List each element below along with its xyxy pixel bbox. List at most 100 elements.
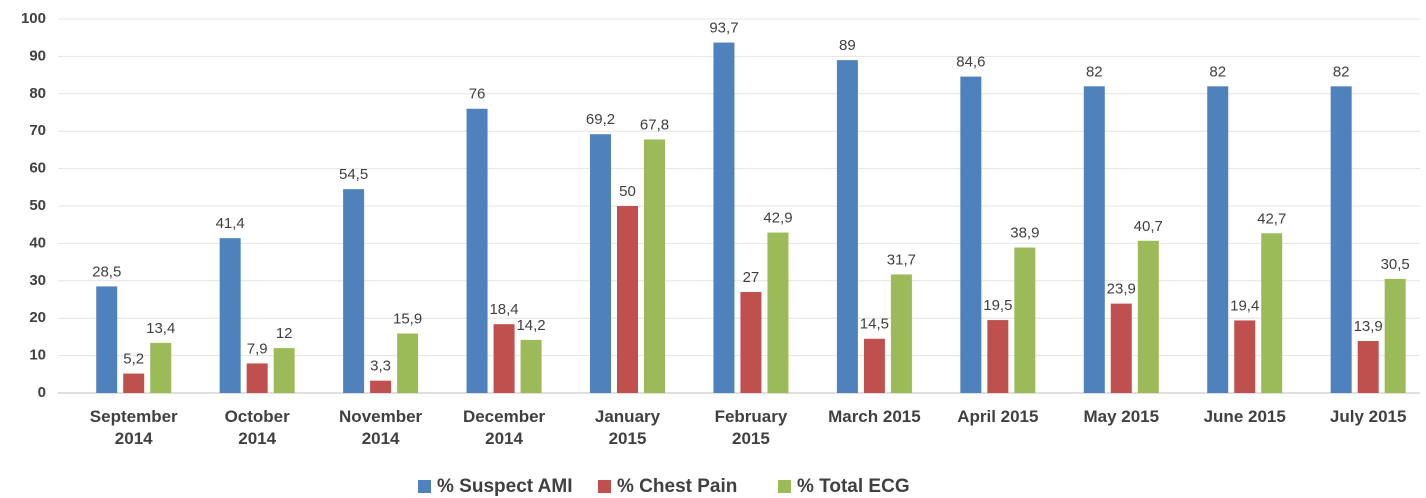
bar bbox=[493, 324, 515, 393]
bar bbox=[836, 60, 858, 393]
bar bbox=[96, 286, 118, 393]
x-tick-label: June 2015 bbox=[1203, 407, 1286, 426]
x-tick-label-box: February 2015 bbox=[714, 407, 788, 448]
data-label: 89 bbox=[839, 37, 856, 54]
y-tick-label: 90 bbox=[29, 47, 46, 64]
x-tick-label-box: April 2015 bbox=[957, 407, 1039, 426]
data-label: 93,7 bbox=[709, 20, 738, 37]
x-tick-label-box: October 2014 bbox=[224, 407, 290, 448]
bar bbox=[219, 238, 241, 393]
data-label: 18,4 bbox=[489, 301, 518, 318]
data-label: 14,5 bbox=[860, 316, 889, 333]
bar bbox=[644, 139, 666, 393]
data-label: 23,9 bbox=[1107, 281, 1136, 298]
legend-label: % Total ECG bbox=[797, 476, 910, 497]
x-tick-label: July 2015 bbox=[1329, 407, 1407, 426]
bar bbox=[1137, 240, 1159, 393]
x-tick-label: May 2015 bbox=[1083, 407, 1160, 426]
data-label: 84,6 bbox=[956, 54, 985, 71]
bar bbox=[890, 274, 912, 393]
bar bbox=[273, 348, 295, 393]
data-label: 27 bbox=[743, 269, 760, 286]
bar bbox=[1207, 86, 1229, 393]
bar bbox=[1261, 233, 1283, 393]
x-tick-label: January 2015 bbox=[594, 407, 661, 448]
data-label: 15,9 bbox=[393, 311, 422, 328]
data-label: 67,8 bbox=[640, 116, 669, 133]
data-label: 19,5 bbox=[983, 297, 1012, 314]
data-label: 82 bbox=[1086, 63, 1103, 80]
bar bbox=[1357, 341, 1379, 393]
legend-label: % Chest Pain bbox=[617, 476, 737, 497]
data-label: 12 bbox=[276, 325, 293, 342]
data-label: 13,9 bbox=[1354, 318, 1383, 335]
bar bbox=[987, 320, 1009, 393]
data-label: 50 bbox=[619, 183, 636, 200]
y-tick-label: 80 bbox=[29, 85, 46, 102]
data-label: 69,2 bbox=[586, 111, 615, 128]
x-tick-label: December 2014 bbox=[462, 407, 546, 448]
data-label: 3,3 bbox=[370, 358, 391, 375]
x-tick-label: February 2015 bbox=[714, 407, 788, 448]
data-label: 38,9 bbox=[1010, 224, 1039, 241]
data-label: 31,7 bbox=[887, 251, 916, 268]
x-tick-label-box: June 2015 bbox=[1203, 407, 1286, 426]
bar bbox=[1384, 278, 1406, 393]
bar bbox=[123, 373, 145, 393]
data-label: 41,4 bbox=[216, 215, 245, 232]
bar bbox=[617, 206, 639, 393]
x-tick-label-box: December 2014 bbox=[462, 407, 546, 448]
y-tick-label: 10 bbox=[29, 347, 46, 364]
x-tick-label-box: July 2015 bbox=[1329, 407, 1407, 426]
legend-swatch bbox=[598, 480, 611, 493]
x-tick-label-box: November 2014 bbox=[339, 407, 423, 448]
y-tick-label: 70 bbox=[29, 122, 46, 139]
bar bbox=[863, 338, 885, 393]
data-label: 5,2 bbox=[123, 351, 144, 368]
bar bbox=[960, 76, 982, 393]
bar bbox=[397, 333, 419, 393]
bar bbox=[246, 363, 268, 393]
data-label: 14,2 bbox=[516, 317, 545, 334]
data-label: 42,9 bbox=[763, 210, 792, 227]
x-tick-label: October 2014 bbox=[224, 407, 290, 448]
bar bbox=[466, 108, 488, 393]
data-label: 42,7 bbox=[1257, 210, 1286, 227]
bar bbox=[343, 189, 365, 393]
x-tick-label-box: January 2015 bbox=[594, 407, 661, 448]
x-tick-label-box: March 2015 bbox=[828, 407, 921, 426]
bar bbox=[767, 232, 789, 393]
y-tick-label: 60 bbox=[29, 160, 46, 177]
data-label: 82 bbox=[1209, 63, 1226, 80]
bar bbox=[1110, 303, 1132, 393]
data-label: 76 bbox=[469, 86, 486, 103]
data-label: 13,4 bbox=[146, 320, 175, 337]
data-label: 7,9 bbox=[247, 340, 268, 357]
x-tick-label: April 2015 bbox=[957, 407, 1039, 426]
y-tick-label: 40 bbox=[29, 234, 46, 251]
y-tick-label: 0 bbox=[38, 384, 46, 401]
bar bbox=[150, 342, 172, 393]
bar bbox=[740, 292, 762, 393]
data-label: 19,4 bbox=[1230, 297, 1259, 314]
bar bbox=[590, 134, 612, 393]
y-tick-label: 20 bbox=[29, 309, 46, 326]
x-tick-label: November 2014 bbox=[339, 407, 423, 448]
legend-label: % Suspect AMI bbox=[437, 476, 573, 497]
bar bbox=[1083, 86, 1105, 393]
x-tick-label-box: September 2014 bbox=[90, 407, 178, 448]
legend-swatch bbox=[418, 480, 431, 493]
x-tick-label-box: May 2015 bbox=[1083, 407, 1160, 426]
y-tick-label: 50 bbox=[29, 197, 46, 214]
y-tick-label: 100 bbox=[21, 10, 46, 27]
bar bbox=[1234, 320, 1256, 393]
bar bbox=[370, 380, 392, 393]
bar bbox=[1014, 247, 1036, 393]
data-label: 28,5 bbox=[92, 263, 121, 280]
data-label: 30,5 bbox=[1381, 256, 1410, 273]
bar bbox=[1330, 86, 1352, 393]
data-label: 82 bbox=[1333, 63, 1350, 80]
data-label: 54,5 bbox=[339, 166, 368, 183]
data-label: 40,7 bbox=[1134, 218, 1163, 235]
